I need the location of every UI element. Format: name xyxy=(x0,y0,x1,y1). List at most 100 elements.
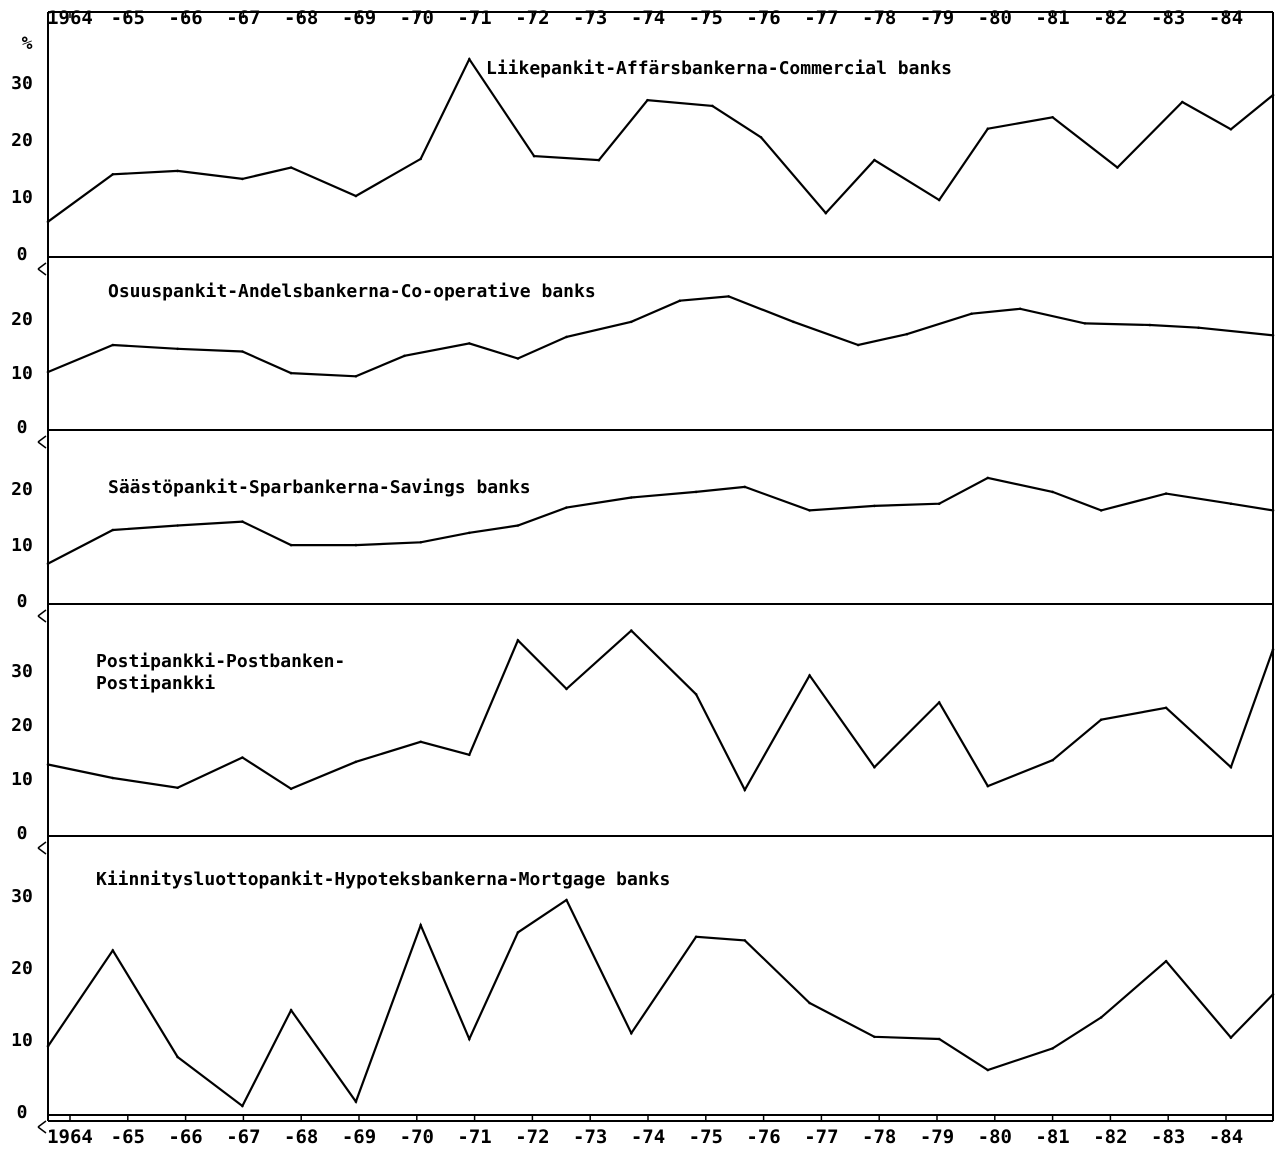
panel-2-point-0 xyxy=(46,562,50,565)
panel-2-point-20 xyxy=(1229,502,1233,506)
panel-2-point-1 xyxy=(111,528,115,532)
panel-4-point-6 xyxy=(419,923,423,927)
panel-0-point-1 xyxy=(111,173,115,176)
y-unit-label: % xyxy=(22,33,33,54)
panels: 0 10 20 30 Liikepankit-Affärsbankerna-Commer… xyxy=(11,56,1275,1134)
panel-1-series-line xyxy=(47,295,1274,378)
panel-0-point-19 xyxy=(1181,100,1184,104)
panel-2-point-17 xyxy=(1051,490,1054,494)
x-tick-label-bottom-0: 1964 xyxy=(47,1126,93,1148)
panel-1-point-2 xyxy=(176,347,179,351)
panel-0-point-21 xyxy=(1271,93,1275,97)
panel-2-point-6 xyxy=(419,541,423,544)
panel-4-y-tick-20: 20 xyxy=(11,958,33,979)
panel-4-point-15 xyxy=(937,1037,941,1041)
panel-3-point-8 xyxy=(516,639,520,642)
panel-3-y-tick-0: 0 xyxy=(17,823,28,844)
panel-1-y-tick-20: 20 xyxy=(11,309,33,330)
x-tick-label-bottom-9: -73 xyxy=(573,1126,607,1148)
panel-1-point-6 xyxy=(403,354,406,358)
panel-0-point-15 xyxy=(937,198,941,202)
panel-1-point-21 xyxy=(1271,334,1275,337)
panel-0-point-7 xyxy=(468,57,471,61)
panel-3-point-1 xyxy=(111,776,115,780)
panel-2-point-19 xyxy=(1164,492,1168,495)
x-tick-label-bottom-11: -75 xyxy=(689,1126,723,1148)
panel-1: 0 10 20 Osuuspankit-Andelsbankerna-Co-opera… xyxy=(11,281,1275,449)
x-tick-label-bottom-3: -67 xyxy=(226,1126,260,1148)
x-axis-top: 1964 -65 -66 -67 -68 -69 -70 -71 -72 -73 -74 -75 -76… xyxy=(47,7,1243,29)
panel-2-point-14 xyxy=(873,504,876,508)
panel-1-point-12 xyxy=(727,295,730,298)
panel-2-point-16 xyxy=(986,476,990,480)
panel-1-point-7 xyxy=(468,342,471,345)
panel-3-title-line-1: Postipankki xyxy=(96,673,215,694)
panel-4-point-13 xyxy=(808,1001,811,1005)
panel-2-point-9 xyxy=(565,506,568,509)
panel-4-point-12 xyxy=(743,939,747,942)
x-tick-label-bottom-5: -69 xyxy=(342,1126,376,1148)
x-tick-label-bottom-10: -74 xyxy=(631,1126,665,1148)
panel-4-point-7 xyxy=(468,1037,471,1041)
panel-4-point-0 xyxy=(46,1044,50,1048)
panel-4-point-8 xyxy=(516,931,520,934)
panel-3-point-14 xyxy=(873,765,876,769)
panel-2-point-3 xyxy=(241,520,244,523)
panel-0-title-line-0: Liikepankit-Affärsbankerna-Commercial ba… xyxy=(486,58,952,79)
panel-0-point-16 xyxy=(986,127,990,130)
x-tick-label-bottom-4: -68 xyxy=(284,1126,318,1148)
panel-2-title-line-0: Säästöpankit-Sparbankerna-Savings banks xyxy=(108,477,531,498)
panel-0-point-13 xyxy=(824,211,828,215)
panel-4-point-14 xyxy=(873,1035,876,1039)
panel-3-point-10 xyxy=(630,629,633,632)
panel-4-point-18 xyxy=(1099,1016,1103,1019)
panel-0-y-tick-0: 0 xyxy=(17,244,28,265)
panel-0-point-18 xyxy=(1116,166,1119,169)
panel-2: 0 10 20 Säästöpankit-Sparbankerna-Savings b… xyxy=(11,476,1275,623)
panel-3-point-11 xyxy=(694,693,698,696)
panel-0-point-8 xyxy=(532,154,536,158)
panel-0-series-line xyxy=(47,56,1274,223)
panel-3-y-tick-30: 30 xyxy=(11,661,33,682)
panel-4-point-16 xyxy=(986,1068,990,1072)
panel-1-point-3 xyxy=(241,350,244,353)
panel-1-point-11 xyxy=(678,299,682,303)
panel-1-point-16 xyxy=(970,312,973,316)
x-tick-label-bottom-16: -80 xyxy=(978,1126,1012,1148)
panel-3-point-18 xyxy=(1099,718,1103,721)
panel-0-point-11 xyxy=(711,104,714,108)
panel-3-point-7 xyxy=(468,753,471,757)
panel-4-point-5 xyxy=(354,1100,358,1103)
x-tick-label-bottom-8: -72 xyxy=(515,1126,549,1148)
panel-4: 0 10 20 30 Kiinnitysluottopankit-Hypoteksban… xyxy=(11,869,1275,1134)
panel-0-point-17 xyxy=(1051,116,1054,119)
x-tick-label-bottom-6: -70 xyxy=(400,1126,434,1148)
panel-3-point-17 xyxy=(1051,758,1054,762)
panel-2-point-2 xyxy=(176,524,179,527)
panel-4-point-17 xyxy=(1051,1047,1054,1050)
panel-0: 0 10 20 30 Liikepankit-Affärsbankerna-Commer… xyxy=(11,56,1275,276)
panel-3-point-13 xyxy=(808,674,811,677)
panel-3-point-20 xyxy=(1229,765,1233,769)
x-tick-label-bottom-2: -66 xyxy=(168,1126,202,1148)
x-tick-label-bottom-15: -79 xyxy=(920,1126,954,1148)
x-tick-label-bottom-17: -81 xyxy=(1035,1126,1069,1148)
panel-0-point-2 xyxy=(176,169,179,173)
panel-2-point-5 xyxy=(354,543,358,547)
panel-0-point-20 xyxy=(1229,128,1233,131)
panel-3-point-6 xyxy=(419,740,423,744)
panel-0-point-9 xyxy=(597,158,601,162)
panel-1-point-0 xyxy=(46,370,50,374)
panel-4-point-21 xyxy=(1271,993,1275,996)
panel-4-point-1 xyxy=(111,949,115,952)
panel-3-point-15 xyxy=(937,701,941,704)
x-tick-label-bottom-13: -77 xyxy=(804,1126,838,1148)
panel-0-point-6 xyxy=(419,157,423,161)
panel-1-point-4 xyxy=(289,371,293,375)
panel-0-y-tick-20: 20 xyxy=(11,130,33,151)
panel-3-point-0 xyxy=(46,763,50,766)
panel-3-y-tick-10: 10 xyxy=(11,769,33,790)
panel-3-point-2 xyxy=(176,786,179,789)
panel-2-point-18 xyxy=(1099,509,1103,512)
